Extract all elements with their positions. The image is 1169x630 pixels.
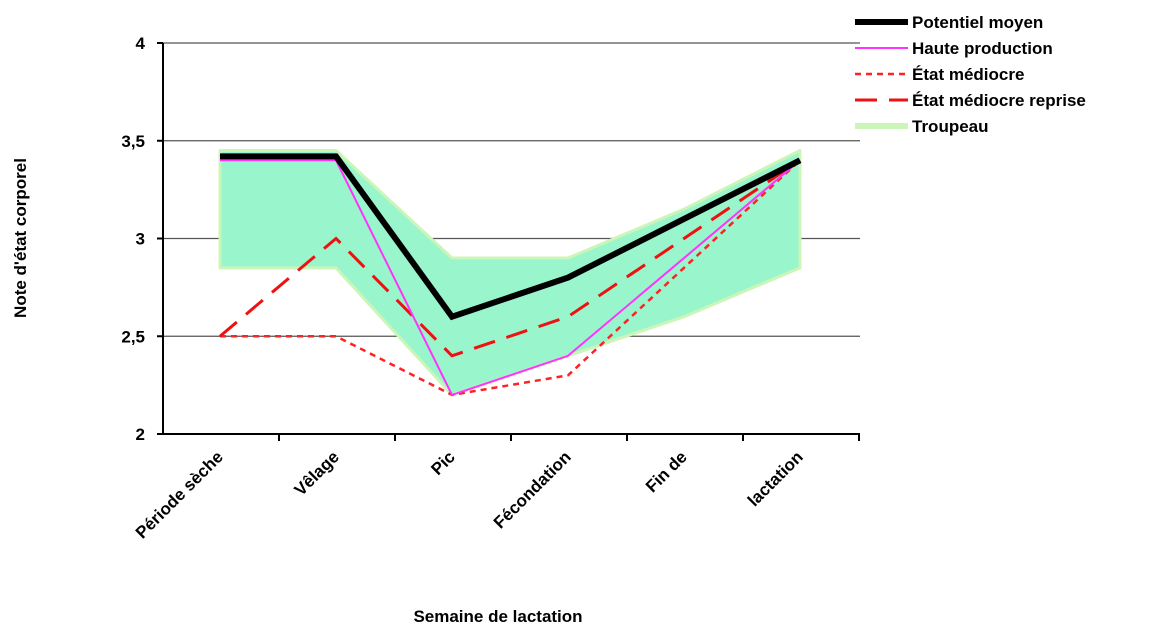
x-category-label: Pic: [427, 447, 458, 478]
band-layer: [218, 149, 802, 397]
x-axis-title: Semaine de lactation: [413, 607, 582, 626]
y-tick-label: 3: [136, 230, 145, 249]
y-tick-label: 2: [136, 425, 145, 444]
y-tick-label: 4: [136, 34, 146, 53]
legend-layer: Potentiel moyen Haute production État médi…: [855, 13, 1086, 136]
x-category-label: Fin de: [642, 447, 691, 496]
x-category-label: Fécondation: [490, 447, 575, 532]
legend-label: Potentiel moyen: [912, 13, 1043, 32]
legend-label: État médiocre: [912, 65, 1024, 84]
x-category-label: Période sèche: [132, 447, 227, 542]
series-layer: [219, 153, 802, 397]
series-line-potentiel-moyen: [220, 153, 802, 321]
legend-label: État médiocre reprise: [912, 91, 1086, 110]
y-tick-label: 3,5: [121, 132, 145, 151]
y-tick-label: 2,5: [121, 327, 145, 346]
y-axis-title: Note d'état corporel: [11, 158, 30, 318]
series-band-troupeau: [218, 149, 802, 397]
x-category-label: Vêlage: [291, 447, 343, 499]
legend-label: Haute production: [912, 39, 1053, 58]
x-category-label: lactation: [744, 447, 807, 510]
series-line-haute-production: [220, 159, 801, 397]
series-line--tat-m-diocre-reprise: [219, 159, 801, 358]
legend-label: Troupeau: [912, 117, 989, 136]
